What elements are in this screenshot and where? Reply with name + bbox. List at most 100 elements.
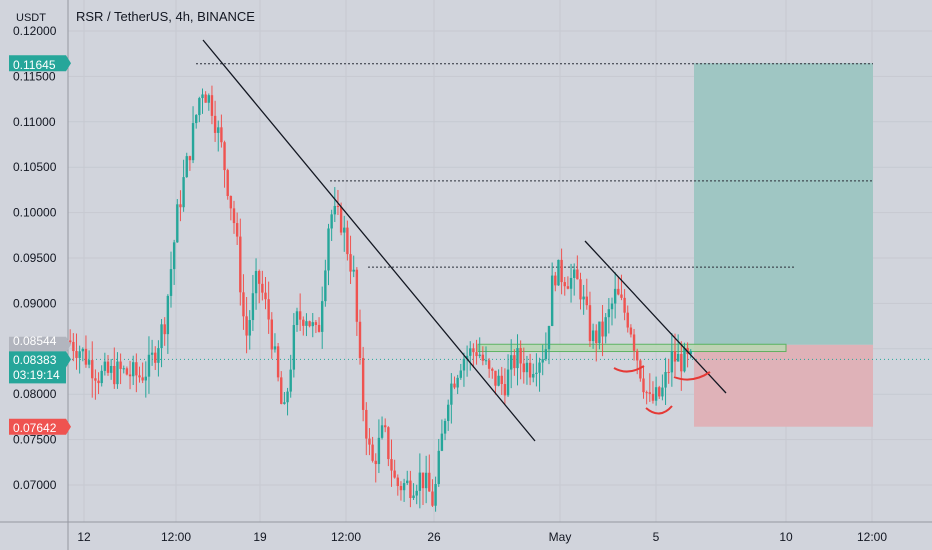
candle-body (591, 330, 595, 342)
candle-body (541, 359, 544, 363)
candle-body (283, 402, 286, 404)
candle-body (418, 472, 422, 491)
candle-body (302, 319, 305, 326)
candle-body (179, 204, 182, 208)
candle-body (75, 351, 78, 358)
candle-body (528, 362, 532, 378)
candle-body (245, 316, 248, 336)
candle-body (276, 346, 280, 378)
candle-body (349, 254, 352, 272)
candle-body (264, 292, 267, 300)
candle-body (450, 383, 453, 405)
candle-body (475, 352, 478, 357)
candle-body (393, 470, 396, 478)
candle-body (437, 450, 440, 485)
candle-body (636, 350, 639, 361)
candle-body (289, 369, 292, 392)
candle-body (510, 355, 513, 370)
candle-body (399, 486, 403, 491)
candle-body (626, 312, 629, 328)
candle-body (664, 371, 667, 388)
candle-body (645, 392, 648, 394)
candle-body (396, 477, 399, 487)
candle-body (72, 341, 75, 352)
position-zones (694, 63, 873, 427)
candle-body (654, 387, 658, 401)
candle-body (547, 325, 551, 350)
candle-body (346, 227, 349, 255)
x-tick-label: 12 (77, 530, 91, 544)
candle-body (160, 324, 163, 349)
candle-body (188, 156, 192, 161)
candle-body (235, 223, 239, 237)
candle-body (456, 377, 459, 388)
candle-body (106, 361, 110, 373)
y-axis-unit: USDT (16, 12, 46, 24)
candle-body (632, 334, 636, 351)
y-tick-label: 0.12000 (13, 24, 57, 38)
candle-body (620, 294, 623, 298)
candle-body (217, 127, 220, 133)
candle-body (166, 295, 170, 335)
y-tick-label: 0.11500 (13, 69, 56, 83)
candle-body (135, 362, 138, 376)
candle-body (141, 377, 144, 381)
candle-body (443, 420, 447, 434)
candle-body (390, 459, 393, 471)
candle-body (598, 321, 601, 344)
candle-body (251, 293, 255, 321)
candle-body (453, 383, 456, 388)
candle-body (500, 375, 503, 385)
candle-body (103, 361, 107, 371)
candle-body (384, 425, 387, 428)
x-tick-label: 26 (427, 530, 441, 544)
candle-body (513, 355, 516, 369)
trendlines (202, 39, 727, 442)
y-tick-label: 0.07000 (13, 478, 57, 492)
horizontal-levels (68, 63, 932, 360)
candle-body (648, 392, 651, 394)
candle-body (78, 351, 81, 358)
candle-body (415, 490, 418, 496)
candle-body (412, 495, 415, 499)
candle-body (585, 296, 588, 306)
candle-body (462, 358, 466, 371)
candle-body (204, 94, 207, 103)
candle-body (144, 376, 147, 381)
candle-body (267, 299, 270, 320)
candle-body (481, 354, 485, 361)
candle-body (557, 259, 560, 286)
candle-body (339, 206, 343, 233)
candle-body (182, 177, 185, 208)
candle-body (409, 480, 412, 499)
candle-body (484, 360, 488, 362)
candle-body (431, 491, 434, 506)
candle-body (667, 371, 670, 373)
head-arc-annotation (645, 405, 673, 415)
candle-body (298, 311, 302, 320)
candle-body (191, 123, 195, 161)
candle-body (434, 484, 437, 506)
x-tick-label: 12:00 (857, 530, 887, 544)
candle-body (503, 384, 507, 396)
candle-body (292, 325, 296, 370)
candle-body (163, 324, 166, 335)
candle-body (440, 433, 444, 451)
candle-body (670, 351, 674, 373)
candle-body (330, 214, 333, 229)
candle-body (563, 282, 566, 287)
candle-body (336, 205, 340, 207)
candle-body (207, 95, 210, 103)
candle-body (324, 270, 327, 302)
support-zone (477, 343, 787, 353)
candle-body (579, 279, 582, 300)
candle-body (91, 360, 94, 379)
candle-body (125, 368, 129, 375)
candle-body (491, 368, 494, 371)
candle-body (544, 349, 548, 360)
candle-body (535, 372, 538, 374)
chart-title: RSR / TetherUS, 4h, BINANCE (76, 9, 255, 24)
candle-body (368, 438, 371, 445)
candle-body (365, 409, 368, 439)
